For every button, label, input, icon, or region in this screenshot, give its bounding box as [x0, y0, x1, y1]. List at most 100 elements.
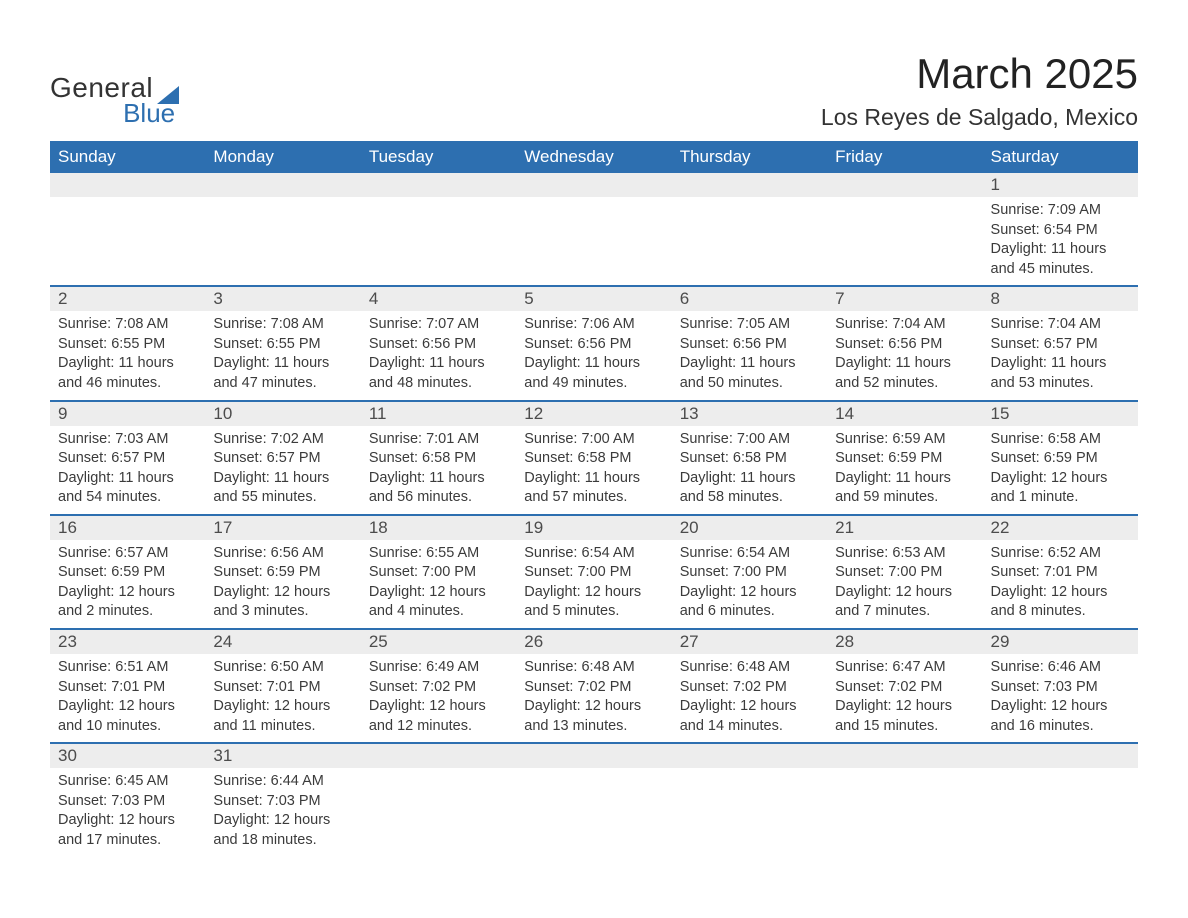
sunset-line: Sunset: 6:58 PM	[369, 449, 508, 469]
calendar-day-cell: 22Sunrise: 6:52 AMSunset: 7:01 PMDayligh…	[983, 515, 1138, 629]
sunrise-line: Sunrise: 6:58 AM	[991, 430, 1130, 450]
sunrise-line: Sunrise: 6:48 AM	[524, 658, 663, 678]
daylight-line: Daylight: 12 hours and 12 minutes.	[369, 697, 508, 736]
sunrise-line: Sunrise: 7:00 AM	[680, 430, 819, 450]
daylight-line: Daylight: 12 hours and 1 minute.	[991, 469, 1130, 508]
calendar-day-cell: 25Sunrise: 6:49 AMSunset: 7:02 PMDayligh…	[361, 629, 516, 743]
daylight-line: Daylight: 11 hours and 57 minutes.	[524, 469, 663, 508]
calendar-day-cell: 21Sunrise: 6:53 AMSunset: 7:00 PMDayligh…	[827, 515, 982, 629]
day-number: 17	[205, 516, 360, 540]
calendar-day-cell	[205, 173, 360, 286]
calendar-day-cell: 20Sunrise: 6:54 AMSunset: 7:00 PMDayligh…	[672, 515, 827, 629]
sunset-line: Sunset: 7:00 PM	[369, 563, 508, 583]
sunset-line: Sunset: 6:54 PM	[991, 221, 1130, 241]
sunset-line: Sunset: 6:57 PM	[58, 449, 197, 469]
day-number: 25	[361, 630, 516, 654]
calendar-day-cell: 4Sunrise: 7:07 AMSunset: 6:56 PMDaylight…	[361, 286, 516, 400]
day-details: Sunrise: 7:07 AMSunset: 6:56 PMDaylight:…	[361, 311, 516, 399]
daylight-line: Daylight: 12 hours and 17 minutes.	[58, 811, 197, 850]
day-details: Sunrise: 6:47 AMSunset: 7:02 PMDaylight:…	[827, 654, 982, 742]
sunset-line: Sunset: 7:00 PM	[835, 563, 974, 583]
calendar-day-cell: 30Sunrise: 6:45 AMSunset: 7:03 PMDayligh…	[50, 743, 205, 856]
sunset-line: Sunset: 7:02 PM	[680, 678, 819, 698]
calendar-day-cell: 18Sunrise: 6:55 AMSunset: 7:00 PMDayligh…	[361, 515, 516, 629]
calendar-day-cell: 3Sunrise: 7:08 AMSunset: 6:55 PMDaylight…	[205, 286, 360, 400]
sunset-line: Sunset: 7:03 PM	[991, 678, 1130, 698]
day-details: Sunrise: 6:58 AMSunset: 6:59 PMDaylight:…	[983, 426, 1138, 514]
month-title: March 2025	[821, 50, 1138, 98]
day-details: Sunrise: 6:54 AMSunset: 7:00 PMDaylight:…	[672, 540, 827, 628]
sunset-line: Sunset: 7:00 PM	[524, 563, 663, 583]
day-number	[672, 173, 827, 197]
day-details: Sunrise: 6:55 AMSunset: 7:00 PMDaylight:…	[361, 540, 516, 628]
calendar-day-cell	[361, 173, 516, 286]
calendar-day-cell	[827, 743, 982, 856]
day-details	[672, 768, 827, 778]
location-subtitle: Los Reyes de Salgado, Mexico	[821, 104, 1138, 131]
brand-logo: General Blue	[50, 50, 179, 129]
day-number: 27	[672, 630, 827, 654]
daylight-line: Daylight: 11 hours and 46 minutes.	[58, 354, 197, 393]
calendar-day-cell: 29Sunrise: 6:46 AMSunset: 7:03 PMDayligh…	[983, 629, 1138, 743]
daylight-line: Daylight: 11 hours and 53 minutes.	[991, 354, 1130, 393]
calendar-day-cell: 31Sunrise: 6:44 AMSunset: 7:03 PMDayligh…	[205, 743, 360, 856]
day-details: Sunrise: 7:04 AMSunset: 6:56 PMDaylight:…	[827, 311, 982, 399]
day-details: Sunrise: 6:50 AMSunset: 7:01 PMDaylight:…	[205, 654, 360, 742]
calendar-day-cell	[983, 743, 1138, 856]
sunrise-line: Sunrise: 7:01 AM	[369, 430, 508, 450]
daylight-line: Daylight: 12 hours and 5 minutes.	[524, 583, 663, 622]
day-number: 16	[50, 516, 205, 540]
sunset-line: Sunset: 6:59 PM	[835, 449, 974, 469]
sunset-line: Sunset: 6:57 PM	[991, 335, 1130, 355]
sunset-line: Sunset: 7:02 PM	[835, 678, 974, 698]
sunset-line: Sunset: 6:58 PM	[524, 449, 663, 469]
calendar-week-row: 1Sunrise: 7:09 AMSunset: 6:54 PMDaylight…	[50, 173, 1138, 286]
calendar-day-cell: 13Sunrise: 7:00 AMSunset: 6:58 PMDayligh…	[672, 401, 827, 515]
daylight-line: Daylight: 12 hours and 16 minutes.	[991, 697, 1130, 736]
calendar-week-row: 16Sunrise: 6:57 AMSunset: 6:59 PMDayligh…	[50, 515, 1138, 629]
col-header-tuesday: Tuesday	[361, 141, 516, 173]
day-details	[672, 197, 827, 207]
day-number: 30	[50, 744, 205, 768]
day-details: Sunrise: 7:00 AMSunset: 6:58 PMDaylight:…	[672, 426, 827, 514]
sunrise-line: Sunrise: 6:51 AM	[58, 658, 197, 678]
day-details	[205, 197, 360, 207]
daylight-line: Daylight: 12 hours and 11 minutes.	[213, 697, 352, 736]
day-details: Sunrise: 7:04 AMSunset: 6:57 PMDaylight:…	[983, 311, 1138, 399]
day-number	[516, 173, 671, 197]
title-block: March 2025 Los Reyes de Salgado, Mexico	[821, 50, 1138, 131]
calendar-week-row: 23Sunrise: 6:51 AMSunset: 7:01 PMDayligh…	[50, 629, 1138, 743]
calendar-day-cell: 17Sunrise: 6:56 AMSunset: 6:59 PMDayligh…	[205, 515, 360, 629]
sunrise-line: Sunrise: 7:07 AM	[369, 315, 508, 335]
sunrise-line: Sunrise: 7:02 AM	[213, 430, 352, 450]
col-header-saturday: Saturday	[983, 141, 1138, 173]
day-details: Sunrise: 7:08 AMSunset: 6:55 PMDaylight:…	[50, 311, 205, 399]
day-details: Sunrise: 7:08 AMSunset: 6:55 PMDaylight:…	[205, 311, 360, 399]
day-details: Sunrise: 6:48 AMSunset: 7:02 PMDaylight:…	[672, 654, 827, 742]
sunrise-line: Sunrise: 6:55 AM	[369, 544, 508, 564]
calendar-week-row: 30Sunrise: 6:45 AMSunset: 7:03 PMDayligh…	[50, 743, 1138, 856]
sunset-line: Sunset: 7:03 PM	[58, 792, 197, 812]
calendar-day-cell	[361, 743, 516, 856]
day-details	[516, 768, 671, 778]
day-details: Sunrise: 6:44 AMSunset: 7:03 PMDaylight:…	[205, 768, 360, 856]
calendar-day-cell: 26Sunrise: 6:48 AMSunset: 7:02 PMDayligh…	[516, 629, 671, 743]
day-number	[983, 744, 1138, 768]
calendar-day-cell: 15Sunrise: 6:58 AMSunset: 6:59 PMDayligh…	[983, 401, 1138, 515]
day-details: Sunrise: 6:48 AMSunset: 7:02 PMDaylight:…	[516, 654, 671, 742]
day-number	[361, 173, 516, 197]
day-number: 9	[50, 402, 205, 426]
calendar-day-cell: 7Sunrise: 7:04 AMSunset: 6:56 PMDaylight…	[827, 286, 982, 400]
sunset-line: Sunset: 6:56 PM	[524, 335, 663, 355]
daylight-line: Daylight: 12 hours and 4 minutes.	[369, 583, 508, 622]
sunset-line: Sunset: 7:02 PM	[524, 678, 663, 698]
day-number	[205, 173, 360, 197]
sunset-line: Sunset: 6:59 PM	[58, 563, 197, 583]
day-number: 18	[361, 516, 516, 540]
daylight-line: Daylight: 11 hours and 49 minutes.	[524, 354, 663, 393]
sunrise-line: Sunrise: 6:48 AM	[680, 658, 819, 678]
day-details	[361, 768, 516, 778]
day-number	[827, 173, 982, 197]
calendar-day-cell: 23Sunrise: 6:51 AMSunset: 7:01 PMDayligh…	[50, 629, 205, 743]
day-number: 29	[983, 630, 1138, 654]
